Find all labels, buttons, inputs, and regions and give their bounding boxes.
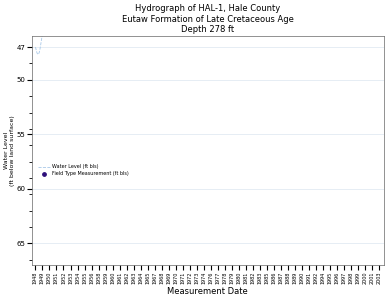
- X-axis label: Measurement Date: Measurement Date: [167, 287, 248, 296]
- Y-axis label: Water Level
(ft below land surface): Water Level (ft below land surface): [4, 115, 15, 186]
- Title: Hydrograph of HAL-1, Hale County
Eutaw Formation of Late Cretaceous Age
Depth 27: Hydrograph of HAL-1, Hale County Eutaw F…: [122, 4, 294, 34]
- Legend: Water Level (ft bls), Field Type Measurement (ft bls): Water Level (ft bls), Field Type Measure…: [38, 164, 129, 176]
- Water Level (ft bls): [35, 52, 40, 56]
- Line: Water Level (ft bls): Water Level (ft bls): [35, 0, 379, 54]
- Water Level (ft bls): [72, 0, 77, 4]
- Water Level (ft bls): [33, 45, 38, 49]
